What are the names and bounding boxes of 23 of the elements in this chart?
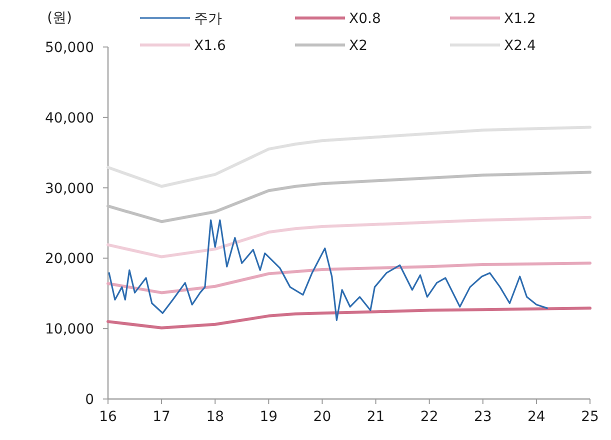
- x-tick-label: 16: [99, 409, 117, 425]
- x-tick-label: 21: [366, 409, 385, 425]
- legend-label: X1.2: [504, 11, 536, 27]
- x-tick-label: 20: [313, 409, 332, 425]
- x-tick-label: 24: [528, 409, 546, 425]
- y-axis-title: (원): [47, 10, 72, 26]
- x-tick-label: 19: [260, 409, 278, 425]
- y-tick-label: 0: [85, 392, 94, 408]
- y-tick-label: 30,000: [45, 180, 94, 197]
- legend-label: X1.6: [194, 38, 226, 54]
- x-tick-label: 18: [206, 409, 224, 425]
- x-tick-label: 17: [152, 409, 170, 425]
- x-tick-label: 23: [474, 409, 492, 425]
- legend-label: X2.4: [504, 38, 536, 54]
- y-tick-label: 40,000: [45, 110, 94, 126]
- legend-label: 주가: [194, 11, 222, 27]
- y-tick-label: 50,000: [45, 40, 94, 56]
- x-tick-label: 22: [420, 409, 438, 425]
- y-tick-label: 10,000: [45, 322, 94, 338]
- y-tick-label: 20,000: [45, 251, 94, 268]
- legend-label: X2: [349, 38, 368, 54]
- legend-label: X0.8: [349, 11, 381, 27]
- x-tick-label: 25: [581, 409, 599, 425]
